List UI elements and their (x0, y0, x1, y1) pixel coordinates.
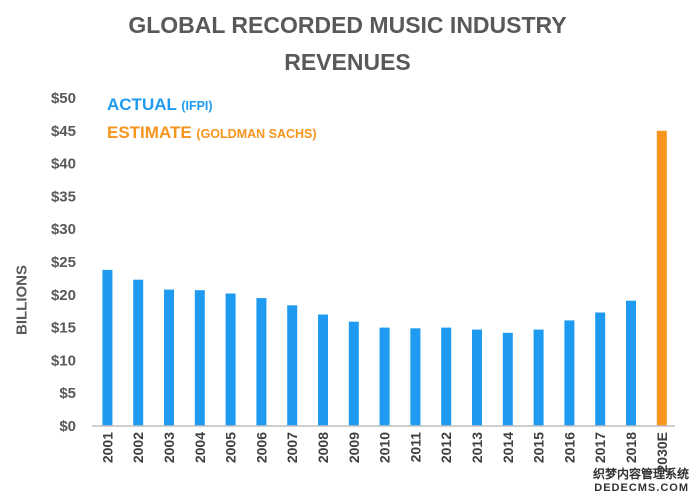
legend-estimate-source: (GOLDMAN SACHS) (196, 127, 317, 141)
bar-actual (164, 289, 174, 426)
legend-actual: ACTUAL (IFPI) (107, 95, 213, 115)
y-tick-label: $40 (51, 156, 76, 173)
bar-actual (595, 312, 606, 426)
x-tick-label: 2015 (531, 432, 547, 463)
x-tick-label: 2002 (130, 432, 146, 463)
bar-actual (318, 314, 328, 426)
y-tick-label: $20 (51, 287, 76, 304)
chart-title-line-2: REVENUES (284, 49, 411, 75)
watermark-line-2: DEDECMS.COM (594, 482, 689, 494)
x-tick-label: 2008 (315, 432, 331, 463)
y-tick-label: $0 (59, 418, 76, 435)
legend-actual-label: ACTUAL (107, 95, 177, 114)
bar-actual (256, 298, 267, 426)
bar-actual (502, 332, 513, 426)
y-tick-label: $5 (59, 385, 76, 402)
x-axis-ticks: 2001 2002 2003 2004 2005 2006 2007 2008 2009 2010… (99, 432, 669, 473)
bars (102, 130, 667, 427)
y-tick-label: $35 (51, 188, 76, 205)
y-tick-label: $45 (51, 123, 76, 140)
y-axis-ticks: $0 $5 $10 $15 $20 $25 $30 $35 $40 $45 $50 (51, 90, 76, 435)
bar-actual (133, 279, 144, 426)
x-tick-label: 2011 (407, 432, 423, 463)
bar-actual (533, 329, 544, 426)
x-tick-label: 2006 (253, 432, 269, 463)
y-tick-label: $10 (51, 352, 76, 369)
legend-estimate: ESTIMATE (GOLDMAN SACHS) (107, 123, 317, 143)
bar-actual (441, 327, 452, 426)
x-tick-label: 2004 (192, 432, 208, 463)
x-tick-label: 2001 (99, 432, 115, 463)
chart-title-line-1: GLOBAL RECORDED MUSIC INDUSTRY (128, 12, 567, 38)
bar-actual (410, 328, 421, 426)
x-tick-label: 2013 (469, 432, 485, 463)
bar-actual (379, 327, 390, 426)
y-tick-label: $30 (51, 221, 76, 238)
legend-actual-source: (IFPI) (181, 99, 213, 113)
x-tick-label: 2010 (377, 432, 393, 463)
x-tick-label: 2016 (561, 432, 577, 463)
bar-actual (287, 305, 298, 426)
x-tick-label: 2003 (161, 432, 177, 463)
x-tick-label: 2030E (654, 432, 670, 472)
bar-actual (102, 269, 113, 426)
bar-estimate (656, 130, 667, 427)
bar-actual (194, 290, 205, 426)
legend-estimate-label: ESTIMATE (107, 123, 192, 142)
bar-actual (348, 321, 359, 426)
x-tick-label: 2009 (346, 432, 362, 463)
bar-actual (564, 320, 575, 426)
bar-actual (472, 329, 482, 426)
bar-actual (626, 300, 636, 426)
y-tick-label: $15 (51, 320, 76, 337)
watermark-line-1: 织梦内容管理系统 (592, 467, 689, 481)
x-tick-label: 2017 (592, 432, 608, 463)
x-tick-label: 2005 (223, 432, 239, 463)
watermark: 织梦内容管理系统 DEDECMS.COM (593, 465, 689, 494)
x-tick-label: 2014 (500, 432, 516, 463)
x-tick-label: 2012 (438, 432, 454, 463)
y-tick-label: $50 (51, 90, 76, 107)
bar-actual (225, 293, 236, 426)
x-tick-label: 2007 (284, 432, 300, 463)
y-tick-label: $25 (51, 254, 76, 271)
x-tick-label: 2018 (623, 432, 639, 463)
